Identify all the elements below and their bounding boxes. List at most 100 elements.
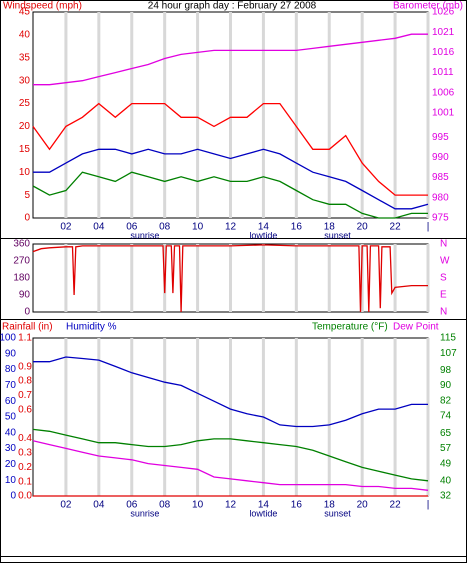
y-tick-label: S — [440, 273, 447, 284]
x-tick-label: 14 — [258, 222, 270, 233]
y-tick-label: 0.1 — [18, 476, 32, 487]
y-tick-label: 65 — [440, 428, 452, 439]
series-line — [33, 33, 428, 86]
series-line — [33, 356, 428, 428]
y-tick-label: 0.7 — [18, 390, 32, 401]
y-tick-label: 25 — [19, 98, 31, 109]
x-tick-label: 22 — [390, 500, 402, 511]
x-tick-label: 12 — [225, 222, 237, 233]
y-tick-label: 0.2 — [18, 462, 32, 473]
y-tick-label: 1016 — [432, 47, 455, 58]
y-tick-label: 990 — [432, 152, 449, 163]
x-tick-label: 14 — [258, 500, 270, 511]
x-tick-label: 20 — [357, 222, 369, 233]
x-tick-label: 12 — [225, 500, 237, 511]
y-tick-label: 10 — [19, 167, 31, 178]
x-tick-label: 16 — [291, 222, 303, 233]
x-tick-label: 02 — [60, 500, 72, 511]
y-tick-label: 995 — [432, 132, 449, 143]
chart-title: 24 hour graph day : February 27 2008 — [148, 1, 317, 12]
y-tick-label: 0.4 — [18, 433, 32, 444]
y-axis-label: Windspeed (mph) — [3, 1, 82, 12]
y-tick-label: 0.6 — [18, 404, 32, 415]
y-tick-label: N — [440, 307, 447, 318]
annotation: sunrise — [130, 508, 159, 518]
series-line — [32, 440, 429, 491]
annotation: sunset — [324, 230, 351, 240]
y-tick-label: 40 — [19, 30, 31, 41]
y-tick-label: 0.3 — [18, 448, 32, 459]
y-tick-label: 10 — [5, 475, 17, 486]
y-tick-label: 985 — [432, 172, 449, 183]
x-tick-label: 08 — [159, 500, 171, 511]
y-tick-label: 90 — [5, 348, 17, 359]
legend-label: Rainfall (in) — [2, 322, 53, 333]
y-tick-label: 98 — [440, 365, 452, 376]
x-tick-label: 10 — [192, 500, 204, 511]
y-tick-label: 70 — [5, 380, 17, 391]
y-tick-label: 20 — [5, 459, 17, 470]
y-tick-label: 30 — [5, 443, 17, 454]
y-tick-label: 0 — [24, 307, 30, 318]
series-line — [32, 244, 428, 313]
y-tick-label: 49 — [440, 458, 452, 469]
legend-label: Humidity % — [66, 322, 117, 333]
y-tick-label: 50 — [5, 412, 17, 423]
y-tick-label: 35 — [19, 52, 31, 63]
series-line — [33, 148, 429, 210]
annotation: lowtide — [249, 508, 277, 518]
x-tick-label: 20 — [357, 500, 369, 511]
y-tick-label: 1011 — [432, 67, 454, 78]
y-tick-label: 0.9 — [18, 361, 32, 372]
y-tick-label: 57 — [440, 443, 452, 454]
y-tick-label: 107 — [440, 348, 457, 359]
y-tick-label: E — [440, 290, 447, 301]
x-tick-label: 18 — [324, 500, 336, 511]
y-tick-label: 0 — [10, 491, 16, 502]
x-tick-label: | — [427, 222, 430, 233]
y-tick-label: 975 — [432, 213, 449, 224]
x-tick-label: 04 — [93, 222, 105, 233]
y-tick-label: 45 — [19, 7, 31, 18]
x-tick-label: 06 — [126, 222, 138, 233]
y-tick-label: 115 — [440, 333, 456, 344]
x-tick-label: 04 — [93, 500, 105, 511]
annotation: sunset — [324, 508, 351, 518]
y-tick-label: 74 — [440, 411, 452, 422]
y-tick-label: 40 — [5, 427, 17, 438]
y-tick-label: 0.0 — [18, 491, 32, 502]
x-tick-label: 08 — [159, 222, 171, 233]
y-tick-label: 0.8 — [18, 376, 32, 387]
y-tick-label: 100 — [0, 333, 16, 344]
y-tick-label: W — [440, 256, 450, 267]
y-tick-label: 980 — [432, 192, 449, 203]
y-tick-label: 80 — [5, 364, 17, 375]
y-tick-label: 180 — [13, 273, 30, 284]
annotation: lowtide — [249, 230, 277, 240]
y-tick-label: 360 — [13, 239, 30, 250]
y-tick-label: 30 — [19, 75, 31, 86]
y-tick-label: 1021 — [432, 27, 455, 38]
x-tick-label: 10 — [192, 222, 204, 233]
y-tick-label: 90 — [440, 380, 452, 391]
x-tick-label: 22 — [390, 222, 402, 233]
y-tick-label: 90 — [19, 290, 31, 301]
y-tick-label: N — [440, 239, 447, 250]
y-tick-label: 1006 — [432, 87, 455, 98]
y-tick-label: 20 — [19, 121, 31, 132]
legend-label: Temperature (°F) — [312, 322, 388, 333]
x-tick-label: | — [427, 500, 430, 511]
x-tick-label: 16 — [291, 500, 303, 511]
y-tick-label: 40 — [440, 475, 452, 486]
y-tick-label: 1001 — [432, 108, 455, 119]
y-tick-label: 1026 — [432, 7, 455, 18]
x-tick-label: 18 — [324, 222, 336, 233]
x-tick-label: 06 — [126, 500, 138, 511]
y-tick-label: 1.1 — [18, 333, 32, 344]
y-tick-label: 5 — [24, 190, 30, 201]
annotation: sunrise — [130, 230, 159, 240]
series-line — [32, 102, 428, 196]
x-tick-label: 02 — [60, 222, 72, 233]
series-line — [32, 428, 429, 482]
y-tick-label: 60 — [5, 396, 17, 407]
